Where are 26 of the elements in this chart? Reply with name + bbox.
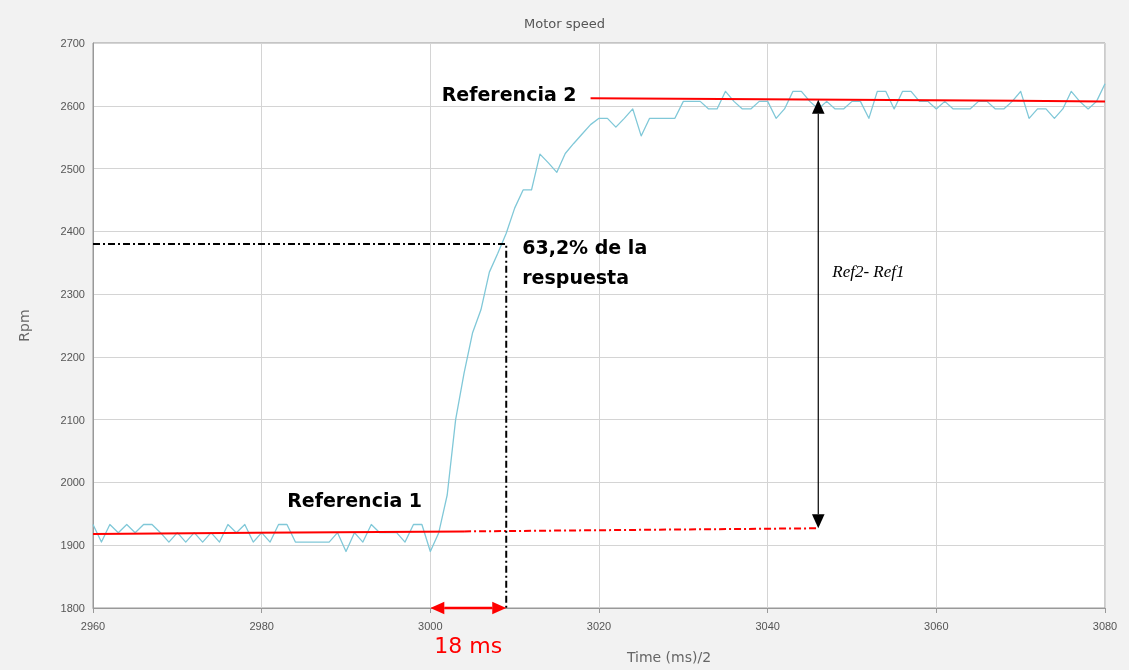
- x-tick-label: 3000: [418, 619, 443, 632]
- y-tick-label: 1800: [60, 602, 85, 614]
- x-tick-label: 2980: [249, 619, 274, 632]
- x-tick-label: 3060: [924, 619, 949, 632]
- x-tick-label: 3020: [586, 619, 612, 632]
- series-label: Referencia 2: [441, 83, 577, 106]
- annotation: Ref2- Ref1: [831, 261, 905, 281]
- chart-title: Motor speed: [524, 16, 605, 31]
- y-axis-title: Rpm: [16, 309, 32, 342]
- line-series: [92, 83, 1106, 553]
- y-tick-label: 2600: [60, 99, 85, 112]
- y-tick-label: 2100: [60, 413, 85, 426]
- y-tick-label: 2300: [60, 288, 85, 301]
- y-tick-label: 2700: [60, 37, 85, 49]
- x-tick-label: 2960: [80, 619, 106, 632]
- x-tick-label: 3040: [755, 619, 780, 632]
- y-tick-label: 2200: [60, 350, 85, 363]
- y-tick-label: 2400: [60, 225, 85, 238]
- x-tick-label: 3080: [1092, 619, 1118, 632]
- text: 18 ms: [434, 632, 503, 658]
- x-axis-title: Time (ms)/2: [625, 649, 712, 665]
- annotation: 63,2% de la respuesta: [522, 235, 654, 288]
- y-tick-label: 2500: [60, 162, 85, 175]
- y-tick-label: 1900: [60, 539, 85, 552]
- y-tick-label: 2000: [60, 476, 85, 489]
- series-label: Referencia 1: [287, 488, 423, 511]
